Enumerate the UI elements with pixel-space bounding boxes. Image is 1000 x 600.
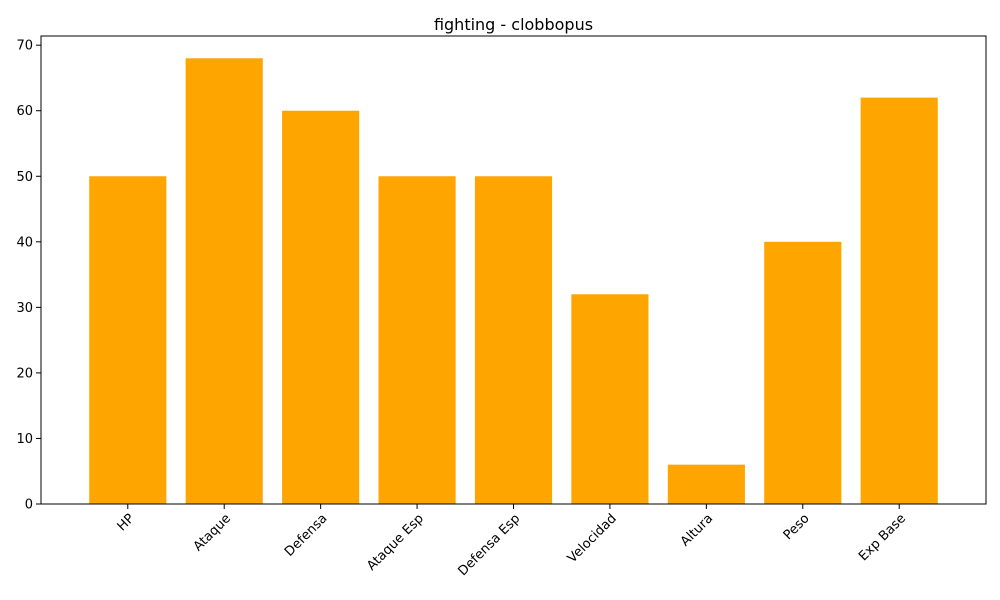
x-tick-label-peso: Peso [781, 511, 813, 543]
x-tick-label-hp: HP [115, 511, 138, 534]
y-tick-label: 40 [16, 235, 33, 250]
bar-defensa [282, 110, 360, 504]
bar-altura [667, 464, 745, 504]
plot-frame [40, 35, 987, 505]
x-tick-label-ataque: Ataque [191, 511, 234, 554]
bars-group [89, 58, 938, 505]
x-tick-label-defensa: Defensa [282, 511, 330, 559]
chart-title: fighting - clobbopus [434, 15, 593, 34]
bar-ataque [185, 58, 263, 505]
x-axis: HP Ataque Defensa Ataque Esp Defensa Esp Velo… [115, 504, 909, 579]
y-tick-label: 60 [16, 104, 33, 119]
x-tick-label-defensa-esp: Defensa Esp [455, 511, 523, 579]
bar-defensa-esp [474, 176, 553, 504]
bar-exp-base [860, 97, 938, 504]
y-tick-label: 10 [16, 432, 33, 447]
y-tick-label: 70 [16, 39, 33, 54]
x-tick-label-altura: Altura [678, 511, 716, 549]
y-tick-label: 30 [16, 301, 33, 316]
y-tick-label: 50 [16, 170, 33, 185]
y-axis: 0 10 20 30 40 50 60 70 [16, 39, 41, 513]
x-tick-label-velocidad: Velocidad [565, 511, 620, 566]
y-tick-label: 20 [16, 366, 33, 381]
x-tick-label-exp-base: Exp Base [856, 511, 909, 564]
bar-peso [764, 241, 842, 504]
bar-velocidad [571, 294, 649, 504]
bar-ataque-esp [378, 176, 456, 504]
y-tick-label: 0 [25, 498, 33, 513]
x-tick-label-ataque-esp: Ataque Esp [364, 511, 427, 574]
bar-hp [89, 176, 167, 504]
